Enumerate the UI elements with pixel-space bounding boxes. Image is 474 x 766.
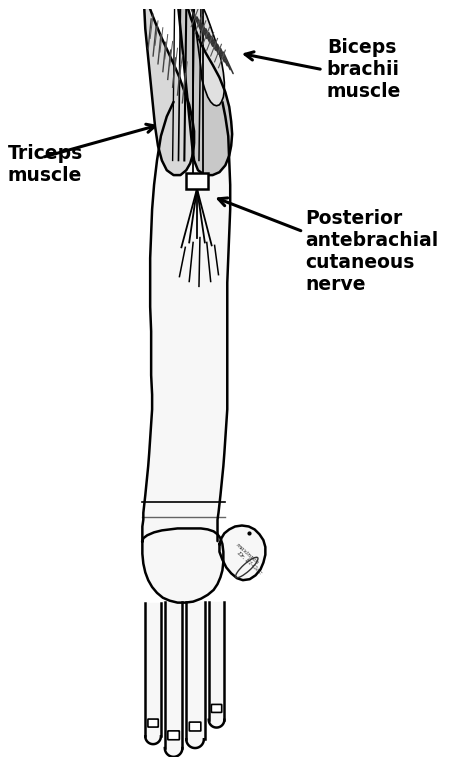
Polygon shape [219, 525, 265, 580]
Polygon shape [193, 9, 224, 106]
FancyBboxPatch shape [211, 705, 222, 712]
Polygon shape [209, 720, 224, 728]
Text: Dr. El-Goc: Dr. El-Goc [235, 550, 263, 575]
Polygon shape [142, 529, 223, 603]
Polygon shape [179, 9, 232, 175]
FancyBboxPatch shape [168, 731, 179, 740]
Polygon shape [142, 102, 230, 569]
Polygon shape [146, 603, 161, 736]
Polygon shape [186, 739, 204, 748]
FancyBboxPatch shape [189, 722, 201, 731]
FancyBboxPatch shape [186, 173, 208, 188]
Polygon shape [165, 748, 182, 757]
Text: Biceps
brachii
muscle: Biceps brachii muscle [327, 38, 401, 101]
Text: maxinpin: maxinpin [234, 542, 259, 565]
Polygon shape [186, 601, 205, 739]
Polygon shape [144, 9, 194, 175]
Polygon shape [165, 601, 182, 748]
Polygon shape [209, 601, 224, 720]
Text: Posterior
antebrachial
cutaneous
nerve: Posterior antebrachial cutaneous nerve [305, 209, 438, 294]
Polygon shape [146, 736, 161, 744]
FancyBboxPatch shape [148, 719, 158, 727]
Text: Triceps
muscle: Triceps muscle [8, 144, 83, 185]
